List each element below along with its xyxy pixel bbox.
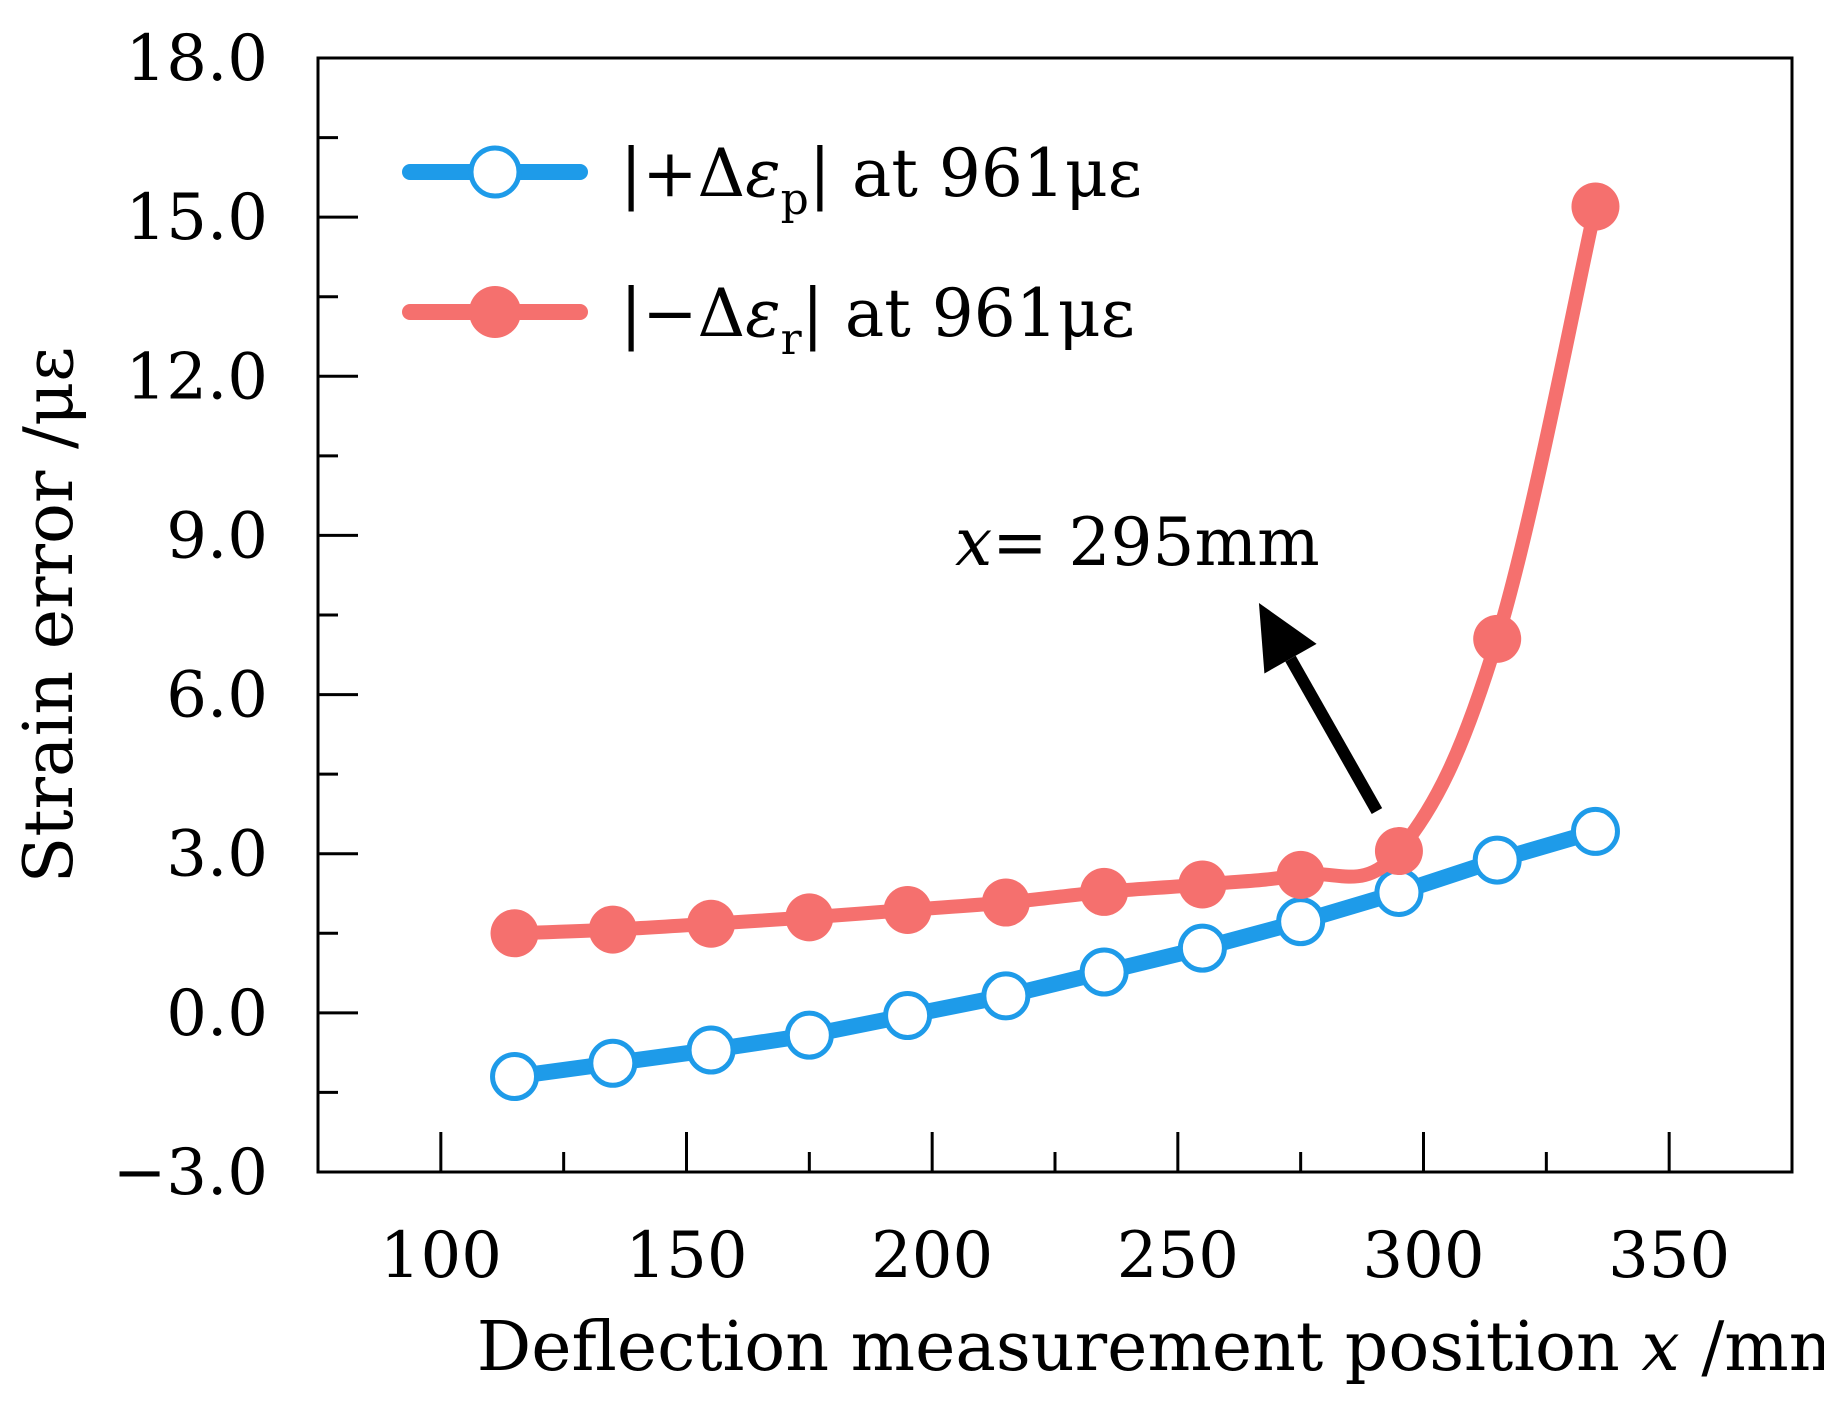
legend-label-prefix: |+Δ — [620, 135, 745, 212]
data-point — [1276, 897, 1326, 947]
legend: |+Δεp| at 961με|−Δεr| at 961με — [402, 135, 1142, 365]
y-tick-label: −3.0 — [113, 1136, 268, 1210]
data-point — [785, 893, 834, 942]
data-point — [1177, 923, 1227, 973]
data-point — [1079, 947, 1129, 997]
legend-label: |−Δεr| at 961με — [620, 275, 1135, 365]
data-point — [490, 909, 539, 958]
y-tick-label: 15.0 — [126, 181, 269, 255]
legend-marker — [469, 286, 521, 338]
data-point — [1571, 182, 1620, 231]
series-minus-delta-er — [490, 182, 1620, 958]
series-plus-delta-ep — [490, 806, 1620, 1102]
annotation-label: x= 295mm — [955, 504, 1320, 581]
x-tick-label: 350 — [1608, 1219, 1730, 1293]
y-tick-label: 9.0 — [166, 499, 268, 573]
data-point — [1570, 806, 1620, 856]
legend-entry: |+Δεp| at 961με — [402, 135, 1142, 225]
legend-entry: |−Δεr| at 961με — [402, 275, 1135, 365]
x-axis-label-var: x — [1641, 1308, 1679, 1387]
x-axis-label: Deflection measurement position x /mm — [477, 1308, 1824, 1387]
legend-label-symbol: ε — [745, 135, 780, 212]
y-tick-label: 12.0 — [126, 340, 269, 414]
data-point — [490, 1052, 540, 1102]
data-point — [686, 1025, 736, 1075]
data-point — [1374, 867, 1424, 917]
data-point — [784, 1010, 834, 1060]
legend-label: |+Δεp| at 961με — [620, 135, 1142, 225]
axis-labels: 100 150 200 250 300 350 −3.0 0.0 3.0 6.0 9.0 12.0 15… — [10, 22, 1824, 1387]
x-tick-label: 200 — [871, 1219, 993, 1293]
annotation-text: = 295mm — [992, 504, 1319, 581]
legend-label-subscript: r — [781, 314, 803, 365]
data-point — [687, 899, 736, 948]
annotation-arrow-head — [1258, 603, 1317, 674]
y-tick-label: 0.0 — [166, 977, 268, 1051]
legend-label-suffix: | at 961με — [809, 135, 1142, 212]
annotation: x= 295mm — [955, 504, 1383, 815]
axes — [316, 56, 1794, 1174]
y-tick-label: 6.0 — [166, 659, 268, 733]
legend-label-subscript: p — [781, 174, 809, 225]
data-point — [1374, 827, 1423, 876]
x-tick-label: 150 — [625, 1219, 747, 1293]
data-point — [1178, 860, 1227, 909]
data-point — [981, 878, 1030, 927]
y-tick-label: 3.0 — [166, 818, 268, 892]
x-tick-label: 300 — [1362, 1219, 1484, 1293]
x-tick-label: 250 — [1117, 1219, 1239, 1293]
y-axis-label: Strain error /με — [10, 347, 89, 884]
x-tick-label: 100 — [380, 1219, 502, 1293]
data-point — [1472, 835, 1522, 885]
data-point — [588, 1038, 638, 1088]
data-point — [1276, 850, 1325, 899]
annotation-arrow-shaft — [1285, 655, 1383, 815]
data-point — [1473, 614, 1522, 663]
data-point — [883, 885, 932, 934]
legend-marker — [468, 145, 522, 199]
data-point — [883, 991, 933, 1041]
legend-label-suffix: | at 961με — [802, 275, 1135, 352]
data-point — [1080, 867, 1129, 916]
x-axis-label-unit: /mm — [1680, 1308, 1824, 1387]
data-point — [588, 905, 637, 954]
x-axis-label-text: Deflection measurement position — [477, 1308, 1642, 1387]
legend-label-prefix: |−Δ — [620, 275, 745, 352]
data-point — [981, 971, 1031, 1021]
plot-series — [490, 182, 1620, 1102]
y-tick-label: 18.0 — [126, 22, 269, 96]
legend-label-symbol: ε — [745, 275, 780, 352]
annotation-var: x — [955, 504, 992, 581]
